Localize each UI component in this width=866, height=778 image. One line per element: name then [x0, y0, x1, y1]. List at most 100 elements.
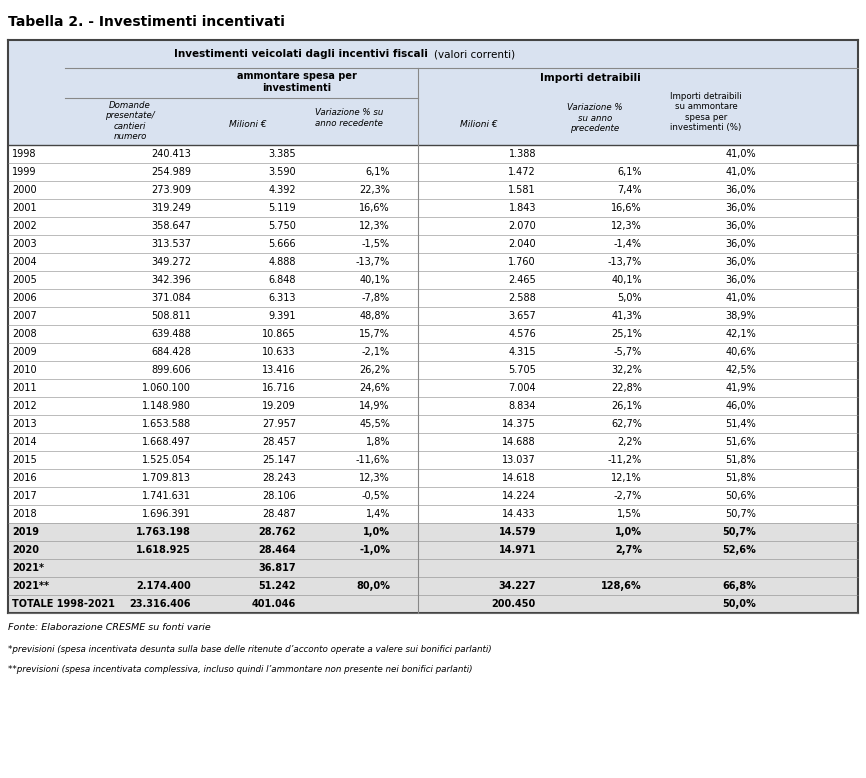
Text: 2.588: 2.588: [508, 293, 536, 303]
Text: 2000: 2000: [12, 185, 36, 195]
Text: 41,0%: 41,0%: [726, 293, 756, 303]
Text: 319.249: 319.249: [152, 203, 191, 213]
Text: 36,0%: 36,0%: [726, 185, 756, 195]
Text: 27.957: 27.957: [262, 419, 296, 429]
Text: 2005: 2005: [12, 275, 36, 285]
Text: 401.046: 401.046: [252, 599, 296, 609]
Text: 1,0%: 1,0%: [615, 527, 642, 537]
Text: 1.741.631: 1.741.631: [142, 491, 191, 501]
Text: 7,4%: 7,4%: [617, 185, 642, 195]
Text: 2007: 2007: [12, 311, 36, 321]
Text: 2021**: 2021**: [12, 581, 49, 591]
Text: 12,3%: 12,3%: [359, 221, 390, 231]
Bar: [8, 235, 858, 253]
Text: 2010: 2010: [12, 365, 36, 375]
Text: 6.313: 6.313: [268, 293, 296, 303]
Text: 2002: 2002: [12, 221, 36, 231]
Text: *previsioni (spesa incentivata desunta sulla base delle ritenute d’acconto opera: *previsioni (spesa incentivata desunta s…: [8, 644, 492, 654]
Text: 2001: 2001: [12, 203, 36, 213]
Text: 2016: 2016: [12, 473, 36, 483]
Text: 25,1%: 25,1%: [611, 329, 642, 339]
Text: 13.037: 13.037: [502, 455, 536, 465]
Text: 2008: 2008: [12, 329, 36, 339]
Text: 2018: 2018: [12, 509, 36, 519]
Text: 2003: 2003: [12, 239, 36, 249]
Text: Milioni €: Milioni €: [229, 120, 267, 128]
Text: 358.647: 358.647: [151, 221, 191, 231]
Text: 45,5%: 45,5%: [359, 419, 390, 429]
Text: 899.606: 899.606: [152, 365, 191, 375]
Text: 38,9%: 38,9%: [726, 311, 756, 321]
Text: 62,7%: 62,7%: [611, 419, 642, 429]
Text: 2011: 2011: [12, 383, 36, 393]
Text: -11,2%: -11,2%: [608, 455, 642, 465]
Text: 254.989: 254.989: [151, 167, 191, 177]
Text: -2,1%: -2,1%: [362, 347, 390, 357]
Bar: [8, 145, 858, 163]
Text: 36,0%: 36,0%: [726, 221, 756, 231]
Text: 14.375: 14.375: [502, 419, 536, 429]
Text: 34.227: 34.227: [499, 581, 536, 591]
Text: 50,7%: 50,7%: [725, 509, 756, 519]
Text: 1.760: 1.760: [508, 257, 536, 267]
Text: 50,7%: 50,7%: [722, 527, 756, 537]
Bar: [8, 307, 858, 325]
Bar: [8, 487, 858, 505]
Text: 41,0%: 41,0%: [726, 167, 756, 177]
Text: 13.416: 13.416: [262, 365, 296, 375]
Text: 51,8%: 51,8%: [725, 473, 756, 483]
Text: 16.716: 16.716: [262, 383, 296, 393]
Text: 2.174.400: 2.174.400: [136, 581, 191, 591]
Text: 26,1%: 26,1%: [611, 401, 642, 411]
Text: 28.243: 28.243: [262, 473, 296, 483]
Text: -13,7%: -13,7%: [356, 257, 390, 267]
Text: 12,3%: 12,3%: [359, 473, 390, 483]
Text: 1.148.980: 1.148.980: [142, 401, 191, 411]
Bar: [8, 289, 858, 307]
Text: 36,0%: 36,0%: [726, 257, 756, 267]
Text: 14.971: 14.971: [499, 545, 536, 555]
Text: 2020: 2020: [12, 545, 39, 555]
Text: 4.392: 4.392: [268, 185, 296, 195]
Text: 2012: 2012: [12, 401, 36, 411]
Text: Variazione %
su anno
precedente: Variazione % su anno precedente: [567, 103, 623, 133]
Text: -0,5%: -0,5%: [362, 491, 390, 501]
Text: 1.388: 1.388: [508, 149, 536, 159]
Text: 40,1%: 40,1%: [611, 275, 642, 285]
Text: 50,6%: 50,6%: [725, 491, 756, 501]
Bar: [8, 595, 858, 613]
Text: 16,6%: 16,6%: [611, 203, 642, 213]
Bar: [8, 40, 858, 145]
Text: 1.709.813: 1.709.813: [142, 473, 191, 483]
Text: 3.385: 3.385: [268, 149, 296, 159]
Text: 349.272: 349.272: [151, 257, 191, 267]
Text: -7,8%: -7,8%: [362, 293, 390, 303]
Text: 2021*: 2021*: [12, 563, 44, 573]
Bar: [8, 541, 858, 559]
Text: 313.537: 313.537: [151, 239, 191, 249]
Text: 23.316.406: 23.316.406: [130, 599, 191, 609]
Text: 2014: 2014: [12, 437, 36, 447]
Text: 52,6%: 52,6%: [722, 545, 756, 555]
Text: **previsioni (spesa incentivata complessiva, incluso quindi l’ammontare non pres: **previsioni (spesa incentivata compless…: [8, 664, 473, 674]
Text: 1.696.391: 1.696.391: [142, 509, 191, 519]
Text: TOTALE 1998-2021: TOTALE 1998-2021: [12, 599, 115, 609]
Text: 2004: 2004: [12, 257, 36, 267]
Text: 51,6%: 51,6%: [725, 437, 756, 447]
Text: 28.457: 28.457: [262, 437, 296, 447]
Bar: [8, 163, 858, 181]
Text: 4.576: 4.576: [508, 329, 536, 339]
Text: 36.817: 36.817: [258, 563, 296, 573]
Text: 51,4%: 51,4%: [725, 419, 756, 429]
Text: 200.450: 200.450: [492, 599, 536, 609]
Text: 273.909: 273.909: [151, 185, 191, 195]
Text: 2.070: 2.070: [508, 221, 536, 231]
Text: ammontare spesa per
investimenti: ammontare spesa per investimenti: [236, 71, 357, 93]
Text: 41,9%: 41,9%: [726, 383, 756, 393]
Text: Variazione % su
anno recedente: Variazione % su anno recedente: [315, 108, 383, 128]
Text: 2,7%: 2,7%: [615, 545, 642, 555]
Text: Importi detraibili: Importi detraibili: [540, 73, 640, 83]
Text: 1.525.054: 1.525.054: [142, 455, 191, 465]
Text: Investimenti veicolati dagli incentivi fiscali: Investimenti veicolati dagli incentivi f…: [174, 49, 431, 59]
Text: 2013: 2013: [12, 419, 36, 429]
